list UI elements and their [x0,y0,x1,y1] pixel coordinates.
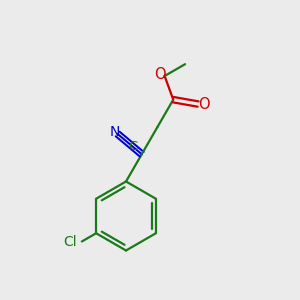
Text: O: O [198,97,209,112]
Text: N: N [110,125,120,140]
Text: Cl: Cl [64,235,77,248]
Text: O: O [154,67,166,82]
Text: C: C [128,140,137,153]
